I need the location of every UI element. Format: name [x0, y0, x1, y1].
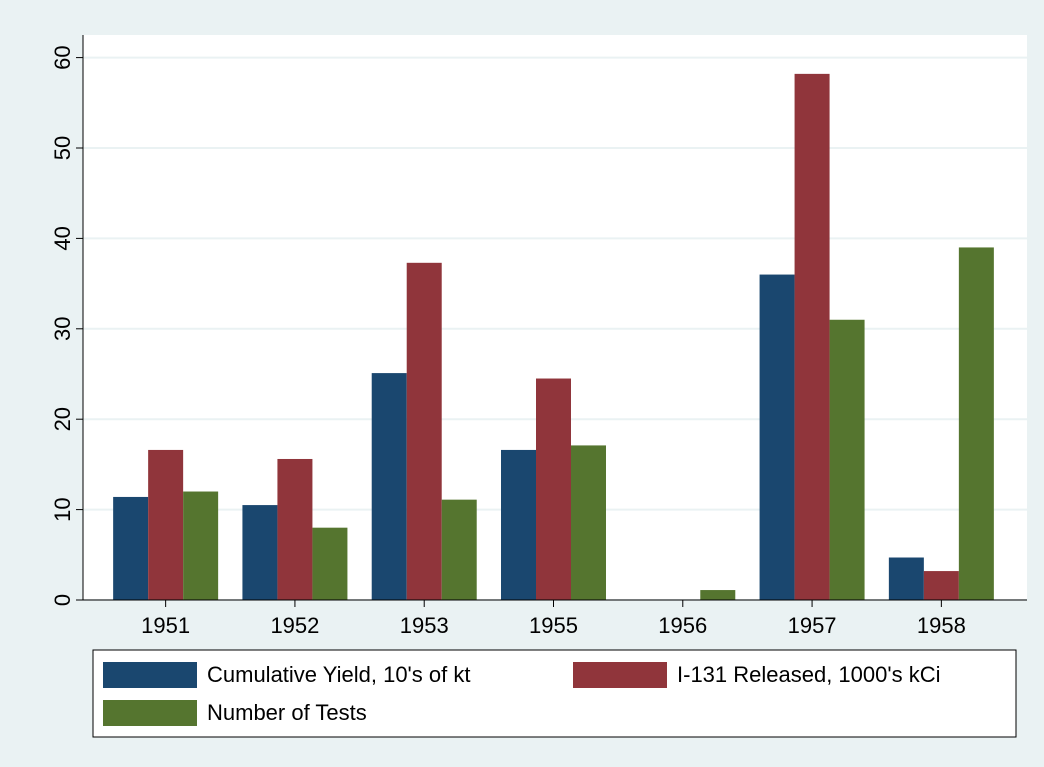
legend-swatch: [573, 662, 667, 688]
x-tick-label: 1953: [400, 613, 449, 638]
legend-label: I-131 Released, 1000's kCi: [677, 662, 940, 687]
x-tick-label: 1958: [917, 613, 966, 638]
y-tick-label: 40: [50, 226, 75, 250]
y-tick-label: 30: [50, 317, 75, 341]
bar: [183, 491, 219, 600]
bar: [312, 527, 348, 600]
bar: [501, 449, 536, 600]
legend-swatch: [103, 700, 197, 726]
legend-label: Number of Tests: [207, 700, 367, 725]
y-tick-label: 10: [50, 497, 75, 521]
bar: [536, 378, 571, 600]
bar: [571, 445, 606, 600]
bar: [829, 319, 865, 600]
bar: [958, 247, 994, 600]
bar: [759, 274, 795, 600]
legend-label: Cumulative Yield, 10's of kt: [207, 662, 470, 687]
legend-swatch: [103, 662, 197, 688]
bar: [441, 499, 477, 600]
y-tick-label: 20: [50, 407, 75, 431]
bar: [113, 496, 149, 600]
x-tick-label: 1956: [658, 613, 707, 638]
bar: [242, 505, 278, 600]
bar: [888, 557, 924, 600]
bar: [406, 262, 442, 600]
x-tick-label: 1951: [141, 613, 190, 638]
x-tick-label: 1955: [529, 613, 578, 638]
bar: [794, 73, 830, 600]
y-tick-label: 0: [50, 594, 75, 606]
bar: [277, 458, 313, 600]
bar: [700, 590, 736, 600]
y-tick-label: 50: [50, 136, 75, 160]
x-tick-label: 1957: [788, 613, 837, 638]
bar: [923, 571, 959, 600]
bar: [371, 373, 407, 600]
y-tick-label: 60: [50, 45, 75, 69]
x-tick-label: 1952: [270, 613, 319, 638]
legend-box: [92, 649, 1017, 738]
bar: [148, 449, 184, 600]
